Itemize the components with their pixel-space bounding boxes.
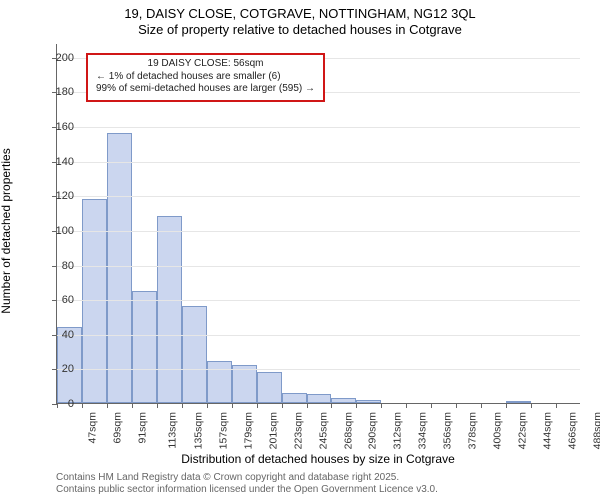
y-tick-label: 120 (34, 190, 74, 202)
x-tick-label: 422sqm (517, 412, 529, 449)
x-tick-mark (481, 403, 482, 408)
y-tick-label: 20 (34, 363, 74, 375)
y-tick-label: 180 (34, 86, 74, 98)
title-line-2: Size of property relative to detached ho… (0, 22, 600, 38)
chart-title: 19, DAISY CLOSE, COTGRAVE, NOTTINGHAM, N… (0, 6, 600, 37)
x-tick-label: 223sqm (292, 412, 304, 449)
y-tick-label: 140 (34, 156, 74, 168)
x-tick-label: 488sqm (591, 412, 600, 449)
y-axis-label: Number of detached properties (0, 148, 13, 313)
gridline (57, 162, 580, 163)
x-tick-label: 400sqm (492, 412, 504, 449)
callout-title: 19 DAISY CLOSE: 56sqm (96, 58, 315, 71)
gridline (57, 300, 580, 301)
x-tick-label: 378sqm (467, 412, 479, 449)
x-tick-mark (207, 403, 208, 408)
x-tick-mark (232, 403, 233, 408)
x-tick-label: 312sqm (392, 412, 404, 449)
gridline (57, 369, 580, 370)
y-tick-label: 160 (34, 121, 74, 133)
histogram-bar (257, 372, 282, 403)
x-tick-label: 245sqm (317, 412, 329, 449)
x-tick-mark (381, 403, 382, 408)
gridline (57, 266, 580, 267)
callout-box: 19 DAISY CLOSE: 56sqm ← 1% of detached h… (86, 53, 325, 102)
y-tick-label: 60 (34, 294, 74, 306)
histogram-bar (506, 401, 531, 403)
x-tick-mark (406, 403, 407, 408)
x-tick-label: 356sqm (442, 412, 454, 449)
x-tick-mark (556, 403, 557, 408)
x-tick-mark (331, 403, 332, 408)
x-tick-mark (356, 403, 357, 408)
x-tick-mark (82, 403, 83, 408)
chart-root: 19, DAISY CLOSE, COTGRAVE, NOTTINGHAM, N… (0, 0, 600, 500)
callout-line-2: 99% of semi-detached houses are larger (… (96, 83, 315, 96)
x-tick-label: 444sqm (542, 412, 554, 449)
x-tick-mark (257, 403, 258, 408)
x-tick-label: 157sqm (217, 412, 229, 449)
callout-line-1: ← 1% of detached houses are smaller (6) (96, 71, 315, 84)
footer-line-2: Contains public sector information licen… (56, 484, 438, 496)
histogram-bar (331, 398, 356, 403)
x-tick-mark (182, 403, 183, 408)
x-tick-mark (132, 403, 133, 408)
x-tick-label: 268sqm (342, 412, 354, 449)
x-tick-label: 113sqm (166, 412, 178, 449)
y-tick-label: 100 (34, 225, 74, 237)
histogram-bar (157, 216, 182, 403)
x-tick-mark (456, 403, 457, 408)
x-tick-label: 179sqm (242, 412, 254, 449)
x-tick-label: 69sqm (111, 412, 123, 444)
gridline (57, 335, 580, 336)
x-tick-label: 135sqm (192, 412, 204, 449)
histogram-bar (356, 400, 381, 403)
gridline (57, 231, 580, 232)
histogram-bar (182, 306, 207, 403)
x-tick-mark (307, 403, 308, 408)
histogram-bar (132, 291, 157, 404)
histogram-bar (107, 133, 132, 403)
footer-line-1: Contains HM Land Registry data © Crown c… (56, 472, 438, 484)
x-tick-mark (107, 403, 108, 408)
x-tick-label: 91sqm (136, 412, 148, 444)
x-tick-mark (506, 403, 507, 408)
chart-footer: Contains HM Land Registry data © Crown c… (56, 472, 438, 496)
x-tick-mark (531, 403, 532, 408)
x-axis-label: Distribution of detached houses by size … (56, 452, 580, 466)
y-tick-label: 40 (34, 329, 74, 341)
x-tick-mark (282, 403, 283, 408)
gridline (57, 196, 580, 197)
gridline (57, 127, 580, 128)
y-tick-label: 200 (34, 52, 74, 64)
histogram-bar (282, 393, 307, 403)
x-tick-label: 201sqm (267, 412, 279, 449)
x-tick-label: 290sqm (367, 412, 379, 449)
histogram-bar (232, 365, 257, 403)
x-tick-label: 466sqm (566, 412, 578, 449)
histogram-bar (307, 394, 332, 403)
histogram-bar (207, 361, 232, 403)
x-tick-mark (157, 403, 158, 408)
x-tick-mark (431, 403, 432, 408)
y-tick-label: 80 (34, 260, 74, 272)
title-line-1: 19, DAISY CLOSE, COTGRAVE, NOTTINGHAM, N… (0, 6, 600, 22)
x-tick-label: 47sqm (87, 412, 99, 444)
x-tick-label: 334sqm (417, 412, 429, 449)
y-tick-label: 0 (34, 398, 74, 410)
